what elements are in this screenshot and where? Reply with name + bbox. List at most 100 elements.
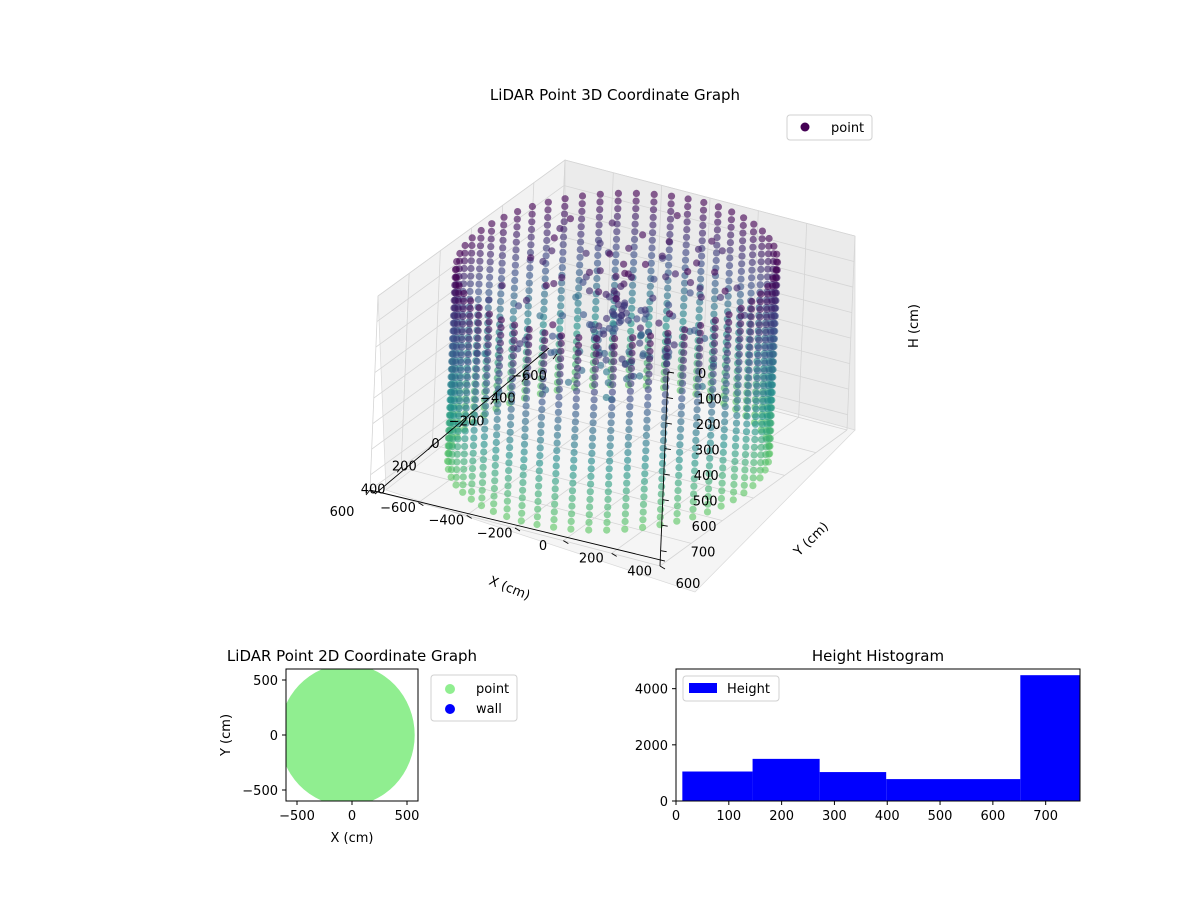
grid-line [466, 379, 654, 516]
point-marker [468, 488, 476, 496]
grid-line [701, 197, 711, 393]
point-marker [649, 213, 657, 221]
point-marker [589, 411, 598, 419]
point-marker [718, 487, 726, 495]
point-marker [704, 493, 712, 501]
point-marker [483, 371, 491, 380]
point-marker [610, 287, 618, 295]
point-marker [682, 249, 690, 257]
y-tick-label: 200 [579, 552, 604, 567]
point-marker [708, 401, 716, 409]
point-marker [645, 378, 653, 386]
point-marker [639, 516, 647, 524]
point-marker [591, 373, 599, 381]
point-marker [497, 316, 505, 324]
point-marker [738, 244, 746, 252]
point-marker [751, 428, 759, 436]
grid-line [431, 250, 441, 445]
z-tick [664, 448, 671, 451]
point-marker [682, 241, 690, 249]
point-marker [496, 347, 504, 355]
point-marker [603, 314, 611, 323]
point-marker [756, 313, 764, 321]
point-marker [630, 235, 639, 243]
point-marker [504, 482, 512, 490]
point-marker [629, 281, 637, 289]
point-marker [453, 328, 461, 336]
point-marker [486, 250, 495, 258]
point-marker [646, 340, 654, 348]
point-marker [769, 274, 777, 283]
point-marker [459, 481, 467, 489]
point-marker [645, 321, 653, 329]
x-tick-label: 400 [361, 482, 386, 497]
y-tick-label: 0 [539, 539, 547, 554]
point-marker [459, 473, 467, 481]
point-marker [704, 485, 713, 493]
point-marker [753, 390, 761, 398]
point-marker [506, 436, 514, 444]
point-marker [689, 505, 697, 513]
point-marker [459, 320, 467, 328]
point-marker [737, 275, 745, 283]
point-marker [761, 351, 769, 359]
point-marker [748, 258, 756, 267]
point-marker [555, 393, 563, 401]
point-marker [524, 317, 532, 325]
axes-frame-hist [675, 668, 1081, 802]
point-marker [536, 444, 544, 452]
grid-line [369, 295, 379, 491]
z-tick-label: 300 [695, 444, 720, 459]
point-marker [731, 450, 739, 458]
point-marker [764, 265, 772, 273]
point-marker [625, 418, 633, 426]
point-marker [610, 311, 619, 319]
point-marker [757, 250, 766, 258]
point-marker [731, 442, 740, 450]
point-marker [607, 426, 615, 435]
point-marker [658, 482, 666, 491]
point-marker [558, 312, 567, 320]
point-marker [525, 341, 533, 349]
point-marker [606, 434, 615, 442]
point-marker [524, 302, 532, 310]
point-marker [570, 456, 578, 464]
point-marker [665, 261, 673, 269]
point-marker [519, 471, 527, 479]
point-marker [533, 520, 541, 529]
point-marker [538, 398, 546, 406]
point-marker [612, 235, 621, 243]
point-marker [622, 487, 630, 495]
point-marker [756, 305, 764, 314]
point-marker [757, 290, 765, 298]
point-marker [561, 202, 569, 210]
point-marker [570, 441, 579, 449]
point-marker [725, 269, 733, 277]
point-marker [686, 289, 694, 297]
point-marker [600, 349, 609, 358]
point-marker [765, 242, 773, 250]
point-marker [706, 454, 714, 462]
point-marker [453, 335, 461, 343]
histogram-bar [886, 779, 1021, 801]
point-marker [667, 192, 676, 200]
point-marker [749, 251, 757, 259]
point-marker [696, 284, 704, 293]
point-marker [680, 302, 688, 310]
y-tick-label: −500 [242, 784, 278, 799]
point-marker [663, 292, 672, 300]
point-marker [739, 221, 747, 230]
grid-line [846, 235, 856, 431]
point-marker [592, 357, 600, 366]
point-marker [506, 444, 514, 452]
point-marker [678, 379, 687, 387]
point-marker [544, 198, 552, 206]
point-marker [663, 352, 671, 360]
point-marker [747, 320, 755, 328]
point-marker [554, 424, 562, 432]
point-marker [460, 289, 468, 298]
point-marker [451, 381, 459, 389]
point-marker [758, 242, 766, 250]
point-marker [724, 300, 732, 308]
